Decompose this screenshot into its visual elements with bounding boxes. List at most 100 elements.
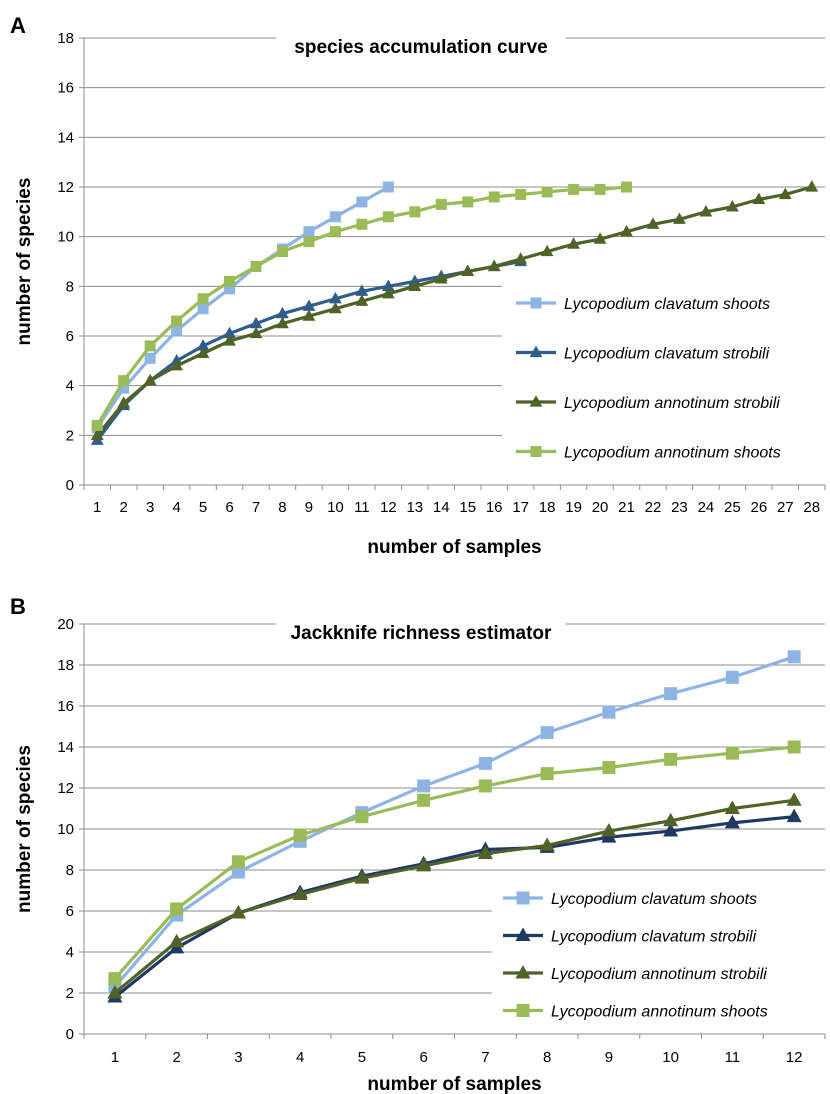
series-4 bbox=[91, 181, 633, 431]
legend-entry: Lycopodium annotinum shoots bbox=[516, 445, 781, 462]
data-point bbox=[355, 284, 369, 296]
x-tick-label: 4 bbox=[296, 1049, 304, 1066]
data-point bbox=[787, 740, 801, 754]
y-tick-label: 2 bbox=[66, 985, 74, 1002]
data-point bbox=[355, 810, 369, 824]
legend-entry: Lycopodium clavatum strobili bbox=[503, 927, 757, 946]
data-point bbox=[196, 339, 210, 351]
series-line bbox=[113, 745, 795, 980]
data-point bbox=[223, 326, 236, 339]
x-tick-label: 2 bbox=[120, 499, 128, 516]
x-tick-label: 5 bbox=[358, 1049, 366, 1066]
data-point bbox=[786, 792, 802, 806]
y-tick-label: 20 bbox=[57, 616, 74, 633]
data-point bbox=[118, 382, 130, 394]
x-tick-label: 25 bbox=[724, 499, 741, 516]
chart-title: Jackknife richness estimator bbox=[291, 623, 552, 644]
legend-entry: Lycopodium clavatum shoots bbox=[503, 891, 757, 908]
data-point bbox=[292, 886, 308, 901]
data-point bbox=[724, 800, 740, 814]
y-tick-label: 18 bbox=[57, 30, 74, 47]
legend-swatch-marker bbox=[515, 964, 531, 979]
data-point bbox=[171, 325, 183, 337]
data-point bbox=[144, 352, 156, 364]
legend-label: Lycopodium clavatum strobili bbox=[551, 929, 757, 946]
x-tick-label: 8 bbox=[278, 499, 286, 516]
data-point bbox=[673, 212, 686, 224]
data-point bbox=[329, 291, 342, 304]
data-point bbox=[778, 187, 792, 200]
data-point bbox=[355, 294, 369, 306]
x-tick-label: 7 bbox=[252, 499, 260, 516]
data-point bbox=[108, 972, 122, 986]
x-tick-label: 9 bbox=[605, 1049, 613, 1066]
legend-background bbox=[492, 880, 825, 1030]
legend-entry: Lycopodium annotinum strobili bbox=[516, 395, 780, 412]
series-3 bbox=[107, 792, 802, 999]
data-point bbox=[664, 687, 678, 701]
data-point bbox=[725, 670, 739, 684]
data-point bbox=[540, 767, 554, 781]
y-tick-label: 10 bbox=[57, 821, 74, 838]
legend-background bbox=[502, 280, 825, 480]
x-tick-label: 9 bbox=[305, 499, 313, 516]
data-point bbox=[434, 272, 448, 284]
legend-label: Lycopodium clavatum shoots bbox=[564, 296, 770, 313]
data-point bbox=[303, 236, 315, 248]
data-point bbox=[197, 303, 209, 315]
y-tick-label: 8 bbox=[66, 862, 74, 879]
data-point bbox=[408, 279, 422, 291]
x-tick-label: 5 bbox=[199, 499, 207, 516]
series-line bbox=[95, 185, 813, 437]
data-point bbox=[621, 181, 633, 193]
data-point bbox=[787, 650, 801, 664]
legend-swatch-marker bbox=[529, 395, 543, 407]
x-tick-label: 16 bbox=[486, 499, 503, 516]
y-tick-label: 0 bbox=[66, 1026, 74, 1043]
legend-swatch-marker bbox=[530, 297, 542, 309]
y-tick-label: 14 bbox=[57, 129, 74, 146]
data-point bbox=[461, 264, 475, 277]
data-point bbox=[91, 419, 103, 431]
data-point bbox=[567, 237, 580, 249]
data-point bbox=[381, 279, 395, 291]
x-tick-label: 11 bbox=[725, 1049, 741, 1066]
x-tick-label: 6 bbox=[419, 1049, 427, 1066]
data-point bbox=[540, 244, 554, 257]
data-point bbox=[699, 205, 713, 217]
data-point bbox=[303, 226, 315, 238]
data-point bbox=[382, 211, 394, 223]
data-point bbox=[276, 306, 289, 319]
data-point bbox=[602, 705, 616, 719]
y-tick-label: 14 bbox=[57, 739, 74, 756]
x-tick-label: 4 bbox=[172, 499, 180, 516]
data-point bbox=[568, 183, 580, 195]
y-tick-label: 18 bbox=[57, 657, 74, 674]
x-tick-label: 1 bbox=[93, 499, 101, 516]
chart-title: species accumulation curve bbox=[294, 37, 547, 58]
data-point bbox=[805, 180, 819, 192]
data-point bbox=[664, 752, 678, 766]
series-line bbox=[113, 655, 795, 988]
x-tick-label: 20 bbox=[592, 499, 609, 516]
series-line bbox=[113, 798, 795, 995]
data-point bbox=[197, 293, 209, 305]
x-tick-label: 21 bbox=[618, 499, 635, 516]
data-point bbox=[381, 286, 395, 299]
data-point bbox=[602, 761, 616, 774]
data-point bbox=[594, 183, 606, 195]
data-point bbox=[752, 192, 766, 205]
data-point bbox=[539, 837, 555, 851]
data-point bbox=[417, 779, 431, 793]
y-tick-label: 6 bbox=[66, 328, 74, 345]
data-point bbox=[435, 198, 447, 210]
series-line bbox=[95, 259, 521, 442]
x-tick-label: 24 bbox=[698, 499, 715, 516]
data-point bbox=[724, 814, 740, 829]
x-tick-label: 12 bbox=[380, 499, 397, 516]
data-point bbox=[143, 373, 157, 386]
data-point bbox=[223, 334, 236, 346]
legend-swatch-marker bbox=[530, 446, 542, 457]
data-point bbox=[646, 217, 660, 229]
